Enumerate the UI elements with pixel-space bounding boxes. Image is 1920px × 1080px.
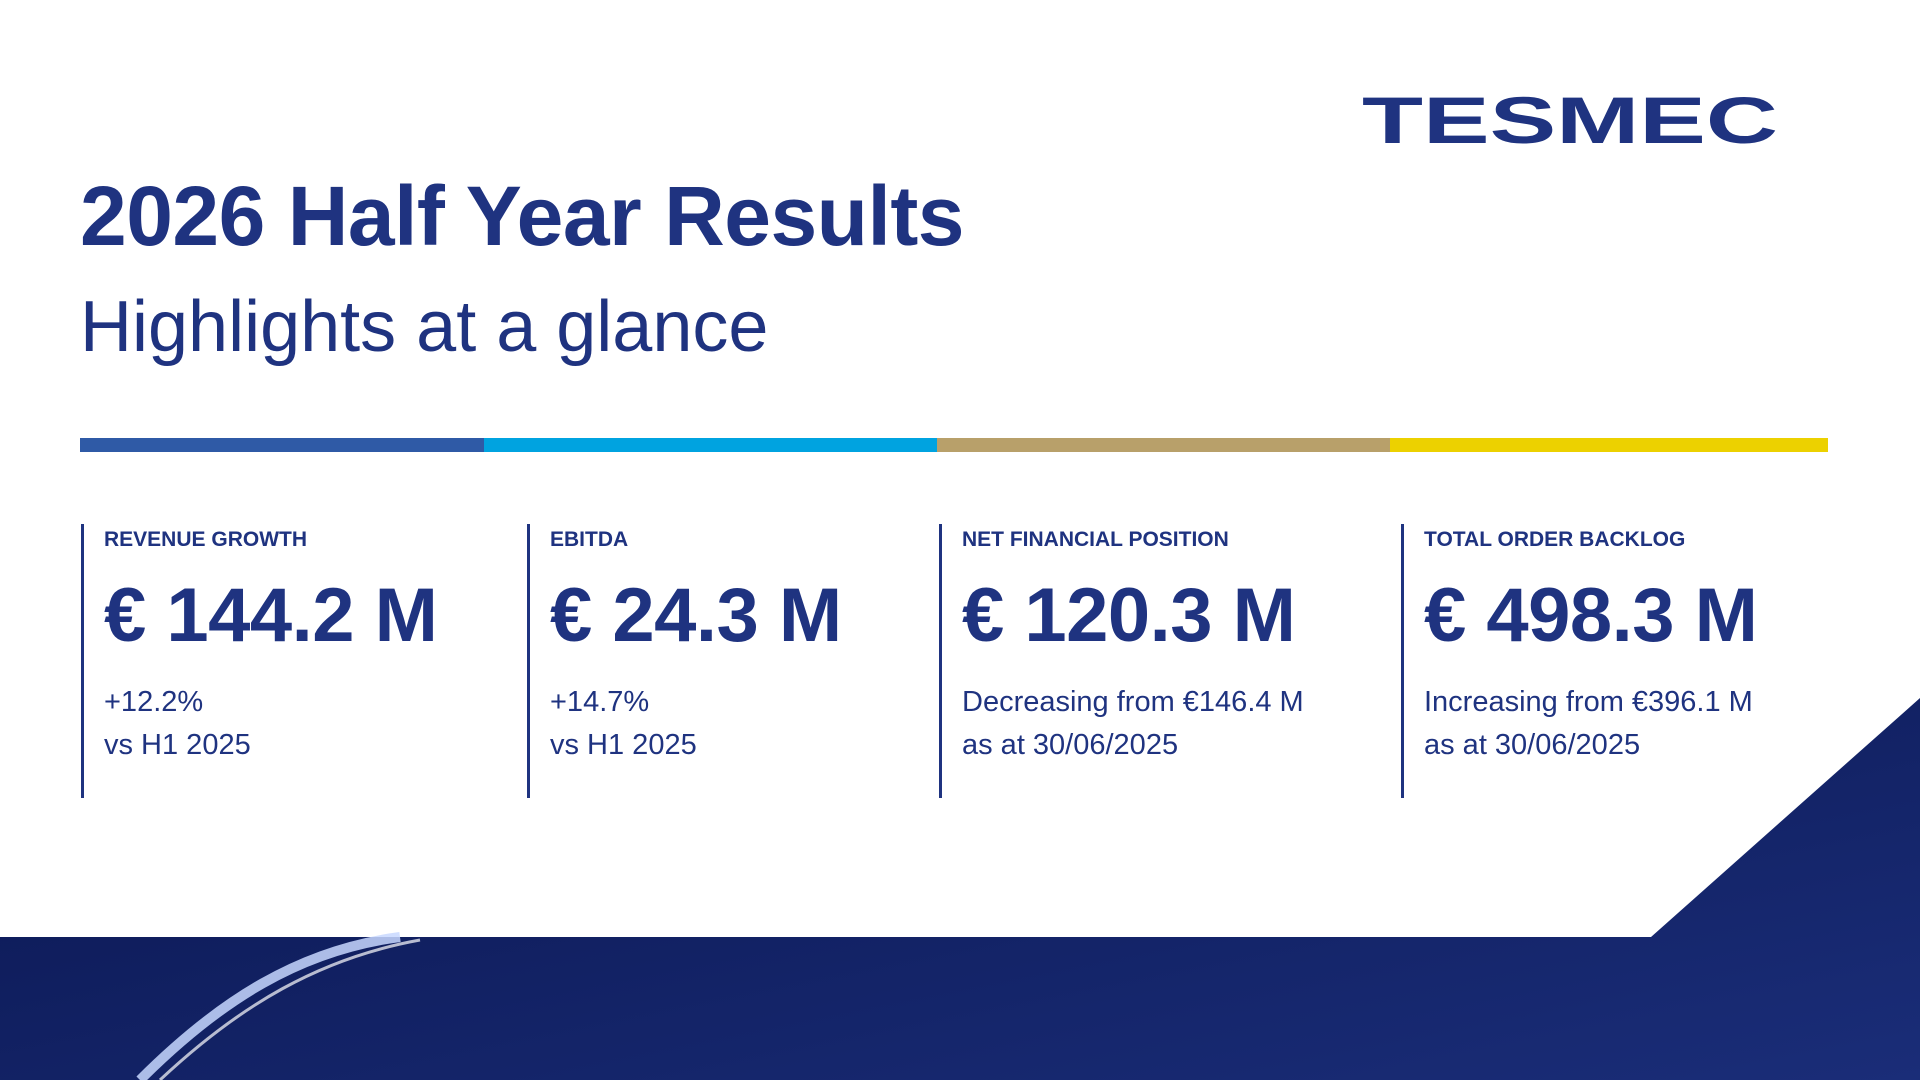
color-bar <box>484 438 937 452</box>
color-bar <box>1390 438 1828 452</box>
kpi-note-line: +14.7% <box>550 686 650 718</box>
kpi-value: € 498.3 M <box>1424 573 1758 658</box>
kpi-value: € 144.2 M <box>104 573 438 658</box>
kpi-value: € 24.3 M <box>550 573 842 658</box>
kpi-note: Decreasing from €146.4 M as at 30/06/2025 <box>962 681 1304 767</box>
title: 2026 Half Year Results <box>80 169 965 263</box>
road-streak <box>136 932 401 1080</box>
kpi-label: TOTAL ORDER BACKLOG <box>1424 528 1686 551</box>
kpi-note-line: as at 30/06/2025 <box>1424 729 1641 761</box>
kpi-card: REVENUE GROWTH € 144.2 M +12.2% vs H1 2025 <box>81 524 438 798</box>
logo: TESMEC <box>1362 83 1778 157</box>
kpi-note: +14.7% vs H1 2025 <box>550 681 842 767</box>
kpi-value: € 120.3 M <box>962 573 1296 658</box>
kpi-label: EBITDA <box>550 528 629 551</box>
kpi-card: TOTAL ORDER BACKLOG € 498.3 M Increasing f… <box>1401 524 1758 798</box>
kpi-label: REVENUE GROWTH <box>104 528 308 551</box>
kpi-note: +12.2% vs H1 2025 <box>104 681 438 767</box>
landscape <box>0 698 1920 1080</box>
road-streak <box>158 938 421 1080</box>
kpi-note-line: as at 30/06/2025 <box>962 729 1179 761</box>
kpi-card: NET FINANCIAL POSITION € 120.3 M Decreasin… <box>939 524 1304 798</box>
color-bar <box>937 438 1390 452</box>
color-bar <box>80 438 484 452</box>
kpi-note-line: Increasing from €396.1 M <box>1424 686 1753 718</box>
kpi-card: EBITDA € 24.3 M +14.7% vs H1 2025 <box>527 524 842 798</box>
kpi-note-line: Decreasing from €146.4 M <box>962 686 1304 718</box>
kpi-note: Increasing from €396.1 M as at 30/06/2025 <box>1424 681 1758 767</box>
kpi-note-line: vs H1 2025 <box>550 729 697 761</box>
kpi-note-line: vs H1 2025 <box>104 729 251 761</box>
subtitle: Highlights at a glance <box>80 287 769 367</box>
kpi-note-line: +12.2% <box>104 686 204 718</box>
kpi-label: NET FINANCIAL POSITION <box>962 528 1229 551</box>
